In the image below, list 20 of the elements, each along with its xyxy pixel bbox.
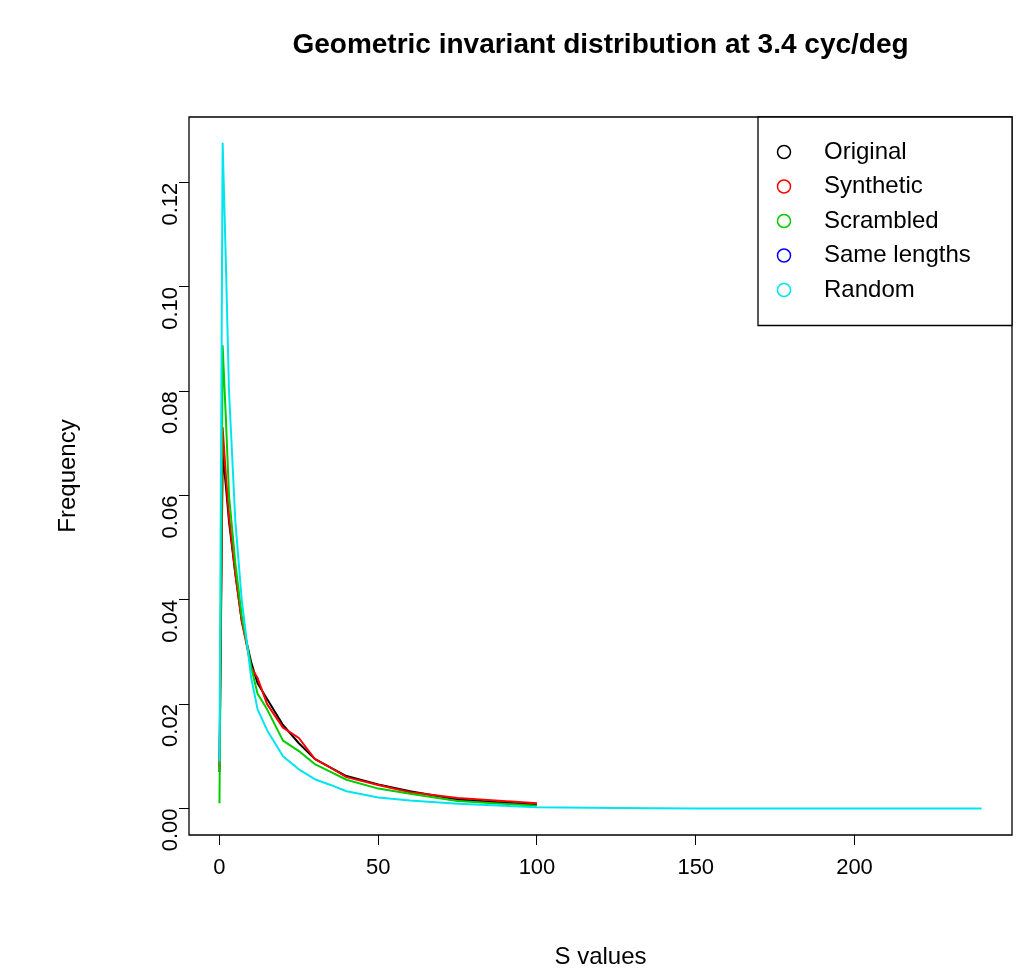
y-tick-label: 0.06 <box>157 495 183 539</box>
y-tick-label: 0.02 <box>157 704 183 747</box>
y-tick-label: 0.12 <box>157 182 183 226</box>
x-tick-label: 200 <box>836 854 873 880</box>
chart-title: Geometric invariant distribution at 3.4 cyc/deg <box>292 27 909 59</box>
y-tick-label: 0.10 <box>157 286 183 330</box>
x-tick-label: 0 <box>213 854 226 880</box>
y-axis-title: Frequency <box>52 419 80 533</box>
x-tick-label: 50 <box>366 854 391 880</box>
x-tick-label: 100 <box>518 854 556 880</box>
legend-label: Random <box>824 274 915 302</box>
legend-label: Scrambled <box>824 205 939 233</box>
y-tick-label: 0.08 <box>157 391 183 435</box>
legend-label: Synthetic <box>824 171 923 199</box>
x-tick-label: 150 <box>677 854 715 880</box>
y-tick-label: 0.00 <box>157 808 183 852</box>
legend-label: Same lengths <box>824 240 971 268</box>
x-axis-title: S values <box>554 941 647 969</box>
legend-label: Original <box>824 136 907 164</box>
y-tick-label: 0.04 <box>157 599 183 643</box>
